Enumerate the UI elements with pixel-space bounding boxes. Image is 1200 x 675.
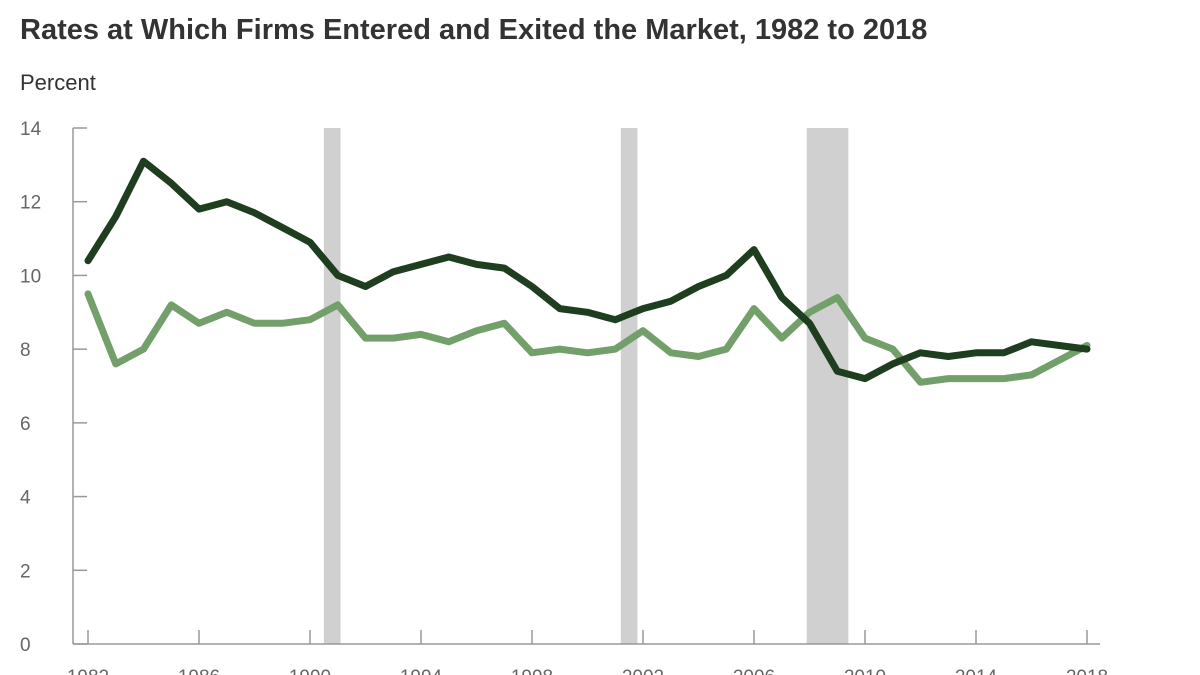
x-tick-label: 1986 <box>178 667 220 675</box>
x-tick-label: 2002 <box>622 667 664 675</box>
series-line-dark <box>84 157 1091 383</box>
series-line-light <box>84 290 1091 386</box>
y-tick-label: 10 <box>20 266 41 287</box>
recession-band <box>806 128 849 644</box>
x-tick-label: 1994 <box>400 667 443 675</box>
x-tick-label: 2006 <box>733 667 775 675</box>
x-tick-label: 1982 <box>67 667 109 675</box>
y-tick-label: 14 <box>20 119 42 140</box>
y-tick-label: 4 <box>20 488 31 509</box>
x-tick-label: 2014 <box>955 667 998 675</box>
recession-band <box>323 128 341 644</box>
x-tick-label: 2018 <box>1066 667 1108 675</box>
y-tick-label: 0 <box>20 635 31 656</box>
y-tick-label: 8 <box>20 340 31 361</box>
x-tick-label: 1990 <box>289 667 331 675</box>
y-axis-label: Percent <box>20 70 96 95</box>
y-tick-label: 2 <box>20 561 31 582</box>
y-tick-label: 12 <box>20 193 41 214</box>
x-tick-label: 1998 <box>511 667 553 675</box>
chart-title: Rates at Which Firms Entered and Exited … <box>20 14 928 46</box>
x-tick-label: 2010 <box>844 667 886 675</box>
y-tick-label: 6 <box>20 414 31 435</box>
recession-band <box>620 128 638 644</box>
